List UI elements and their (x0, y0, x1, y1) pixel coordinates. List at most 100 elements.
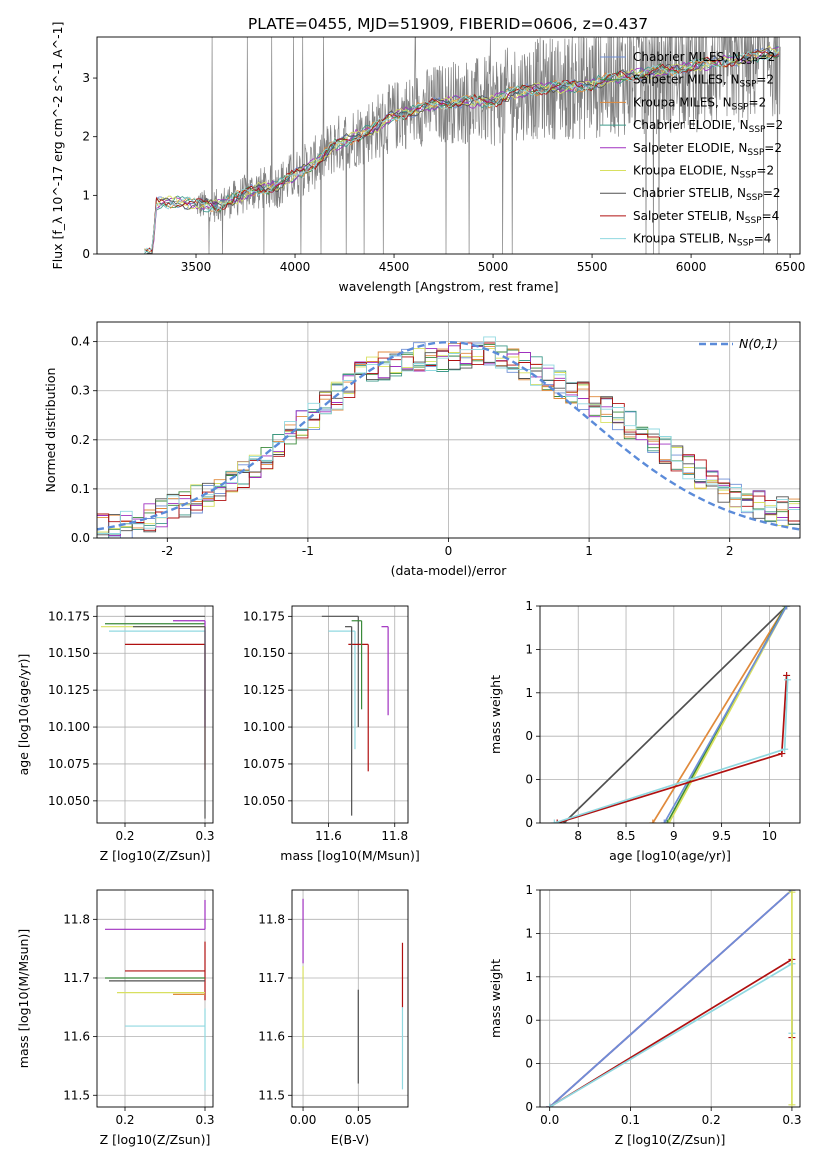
x-axis-label: (data-model)/error (391, 563, 508, 578)
y-tick-label: 1 (525, 926, 533, 940)
y-tick-label: 0 (525, 729, 533, 743)
age-vs-mass-frame (291, 605, 409, 824)
x-tick-label: -1 (302, 544, 314, 558)
y-tick-label: 3 (82, 71, 90, 85)
y-tick-label: 10.125 (48, 683, 90, 697)
legend-entry: Chabrier ELODIE, NSSP=2 (633, 118, 783, 135)
mass-vs-EBV-plot-area (302, 898, 404, 1090)
model-spectrum-line (144, 47, 780, 254)
y-axis-label: mass weight (488, 675, 503, 754)
y-tick-label: 10.100 (243, 720, 285, 734)
mass-weight-marker (783, 606, 791, 610)
weight-vs-age-plot-area (550, 606, 792, 823)
x-tick-label: 0.2 (115, 1113, 134, 1127)
weight-vs-Z-frame (539, 889, 801, 1108)
legend-subscript: SSP (737, 239, 754, 249)
mass-weight-marker (665, 819, 673, 823)
spectrum-plot-area (144, 37, 781, 254)
y-tick-label: 0.2 (71, 433, 90, 447)
y-tick-label: 10.100 (48, 720, 90, 734)
mass-weight-line (563, 606, 788, 823)
y-axis-label: Normed distribution (43, 368, 58, 493)
y-tick-label: 0 (82, 247, 90, 261)
x-axis-label: Z [log10(Z/Zsun)] (100, 1132, 211, 1147)
y-tick-label: 0.3 (71, 384, 90, 398)
x-tick-label: 4000 (280, 260, 311, 274)
y-axis-label: mass weight (488, 959, 503, 1038)
residuals-frame (96, 321, 801, 539)
legend-subscript: SSP (732, 102, 749, 112)
x-tick-label: 9.5 (712, 829, 731, 843)
legend-count: =2 (758, 50, 776, 64)
x-tick-label: 0.00 (290, 1113, 317, 1127)
x-tick-label: 0.0 (540, 1113, 559, 1127)
y-tick-label: 11.5 (63, 1088, 90, 1102)
x-axis-label: age [log10(age/yr)] (609, 848, 731, 863)
y-tick-label: 1 (525, 599, 533, 613)
y-tick-label: 11.6 (63, 1030, 90, 1044)
legend-count: =2 (756, 73, 774, 87)
y-tick-label: 1 (525, 686, 533, 700)
x-tick-label: 8.5 (616, 829, 635, 843)
mass-weight-marker (660, 819, 668, 823)
legend-count: =4 (762, 209, 780, 223)
x-tick-label: 3500 (181, 260, 212, 274)
y-tick-label: 10.150 (48, 646, 90, 660)
y-tick-label: 11.8 (258, 912, 285, 926)
mass-weight-marker (788, 1101, 796, 1107)
mass-weight-marker (781, 745, 789, 753)
observed-spectrum-line (144, 37, 781, 254)
mass-weight-marker (550, 819, 558, 823)
legend-subscript: SSP (749, 125, 766, 135)
y-tick-label: 10.175 (243, 609, 285, 623)
y-axis-label: mass [log10(M/Msun)] (16, 929, 31, 1068)
legend-count: =2 (749, 95, 767, 109)
legend-count: =2 (763, 186, 781, 200)
x-tick-label: 0.1 (621, 1113, 640, 1127)
model-spectrum-line (144, 49, 780, 252)
age-vs-Z-frame (96, 605, 214, 824)
y-tick-label: 11.8 (63, 912, 90, 926)
x-tick-label: 11.8 (381, 829, 408, 843)
y-tick-label: 0 (525, 816, 533, 830)
mass-vs-EBV-frame (291, 889, 409, 1108)
x-tick-label: 8 (574, 829, 582, 843)
x-tick-label: 4500 (379, 260, 410, 274)
mass-weight-marker (553, 819, 561, 823)
x-tick-label: 0.3 (195, 1113, 214, 1127)
y-axis-label: age [log10(age/yr)] (16, 654, 31, 776)
x-tick-label: 0.05 (345, 1113, 372, 1127)
y-tick-label: 10.075 (48, 757, 90, 771)
x-tick-label: 2 (726, 544, 734, 558)
y-tick-label: 0 (525, 1057, 533, 1071)
x-axis-label: Z [log10(Z/Zsun)] (100, 848, 211, 863)
x-tick-label: 5500 (577, 260, 608, 274)
y-tick-label: 0 (525, 1013, 533, 1027)
legend-subscript: SSP (746, 193, 763, 203)
weight-vs-Z-plot-area (546, 890, 796, 1107)
model-spectrum-line (144, 50, 780, 252)
y-tick-label: 0.0 (71, 531, 90, 545)
y-tick-label: 1 (82, 188, 90, 202)
mass-weight-marker (663, 819, 671, 823)
spectrum-legend: Chabrier MILES, NSSP=2 Salpeter MILES, NS… (600, 50, 783, 249)
y-tick-label: 11.6 (258, 1030, 285, 1044)
mass-weight-marker (778, 750, 786, 758)
mass-weight-line (663, 606, 788, 823)
mass-weight-marker (784, 676, 792, 684)
y-tick-label: 10.175 (48, 609, 90, 623)
x-tick-label: 0.2 (115, 829, 134, 843)
y-tick-label: 10.150 (243, 646, 285, 660)
y-tick-label: 11.7 (63, 971, 90, 985)
y-tick-label: 0.4 (71, 335, 90, 349)
legend-entry: Kroupa ELODIE, NSSP=2 (633, 164, 774, 181)
legend-entry: Chabrier MILES, NSSP=2 (633, 50, 775, 67)
y-tick-label: 11.7 (258, 971, 285, 985)
x-tick-label: 5000 (478, 260, 509, 274)
x-tick-label: -2 (161, 544, 173, 558)
mass-weight-line (549, 890, 793, 1107)
y-tick-label: 1 (525, 883, 533, 897)
age-vs-mass-axes: 11.6 11.8 10.050 10.075 10.100 10.125 10.150 10… (243, 606, 420, 863)
x-tick-label: 0 (445, 544, 453, 558)
